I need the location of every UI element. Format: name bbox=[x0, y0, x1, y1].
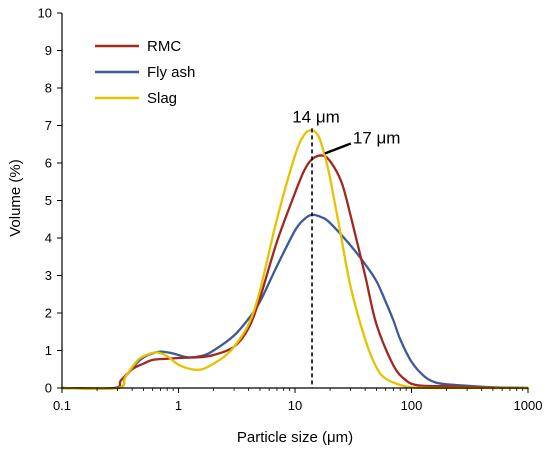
x-tick-label: 1000 bbox=[514, 398, 543, 413]
y-tick-label: 3 bbox=[45, 268, 52, 283]
y-tick-label: 4 bbox=[45, 231, 52, 246]
series-line-rmc bbox=[60, 154, 530, 390]
y-tick-label: 0 bbox=[45, 381, 52, 396]
legend-label: Fly ash bbox=[147, 64, 195, 81]
y-axis-label: Volume (%) bbox=[7, 159, 24, 237]
legend: RMC Fly ash Slag bbox=[95, 38, 195, 107]
legend-label: Slag bbox=[147, 90, 177, 107]
y-tick-label: 7 bbox=[45, 118, 52, 133]
x-tick-label: 0.1 bbox=[53, 398, 71, 413]
annotation-label: 17 μm bbox=[353, 129, 401, 148]
annotation-layer: 14 μm 17 μm bbox=[292, 107, 400, 388]
x-tick-label: 100 bbox=[401, 398, 423, 413]
x-tick-label: 1 bbox=[175, 398, 182, 413]
axes-layer: 0 1 2 3 4 5 6 7 8 9 10 0.1 1 10 100 1000 bbox=[38, 6, 543, 414]
y-tick-label: 10 bbox=[38, 6, 52, 21]
series-line-fly-ash bbox=[60, 213, 530, 390]
annotation-label: 14 μm bbox=[292, 107, 340, 126]
y-tick-label: 5 bbox=[45, 193, 52, 208]
y-tick-label: 1 bbox=[45, 343, 52, 358]
series-line-slag bbox=[60, 129, 530, 390]
y-tick-label: 2 bbox=[45, 306, 52, 321]
x-tick-label: 10 bbox=[288, 398, 302, 413]
x-axis-label: Particle size (μm) bbox=[237, 429, 353, 446]
series-layer bbox=[60, 129, 530, 390]
y-tick-label: 6 bbox=[45, 156, 52, 171]
y-tick-label: 8 bbox=[45, 81, 52, 96]
legend-label: RMC bbox=[147, 38, 181, 55]
annotation-leader-line bbox=[324, 142, 352, 155]
y-tick-label: 9 bbox=[45, 43, 52, 58]
